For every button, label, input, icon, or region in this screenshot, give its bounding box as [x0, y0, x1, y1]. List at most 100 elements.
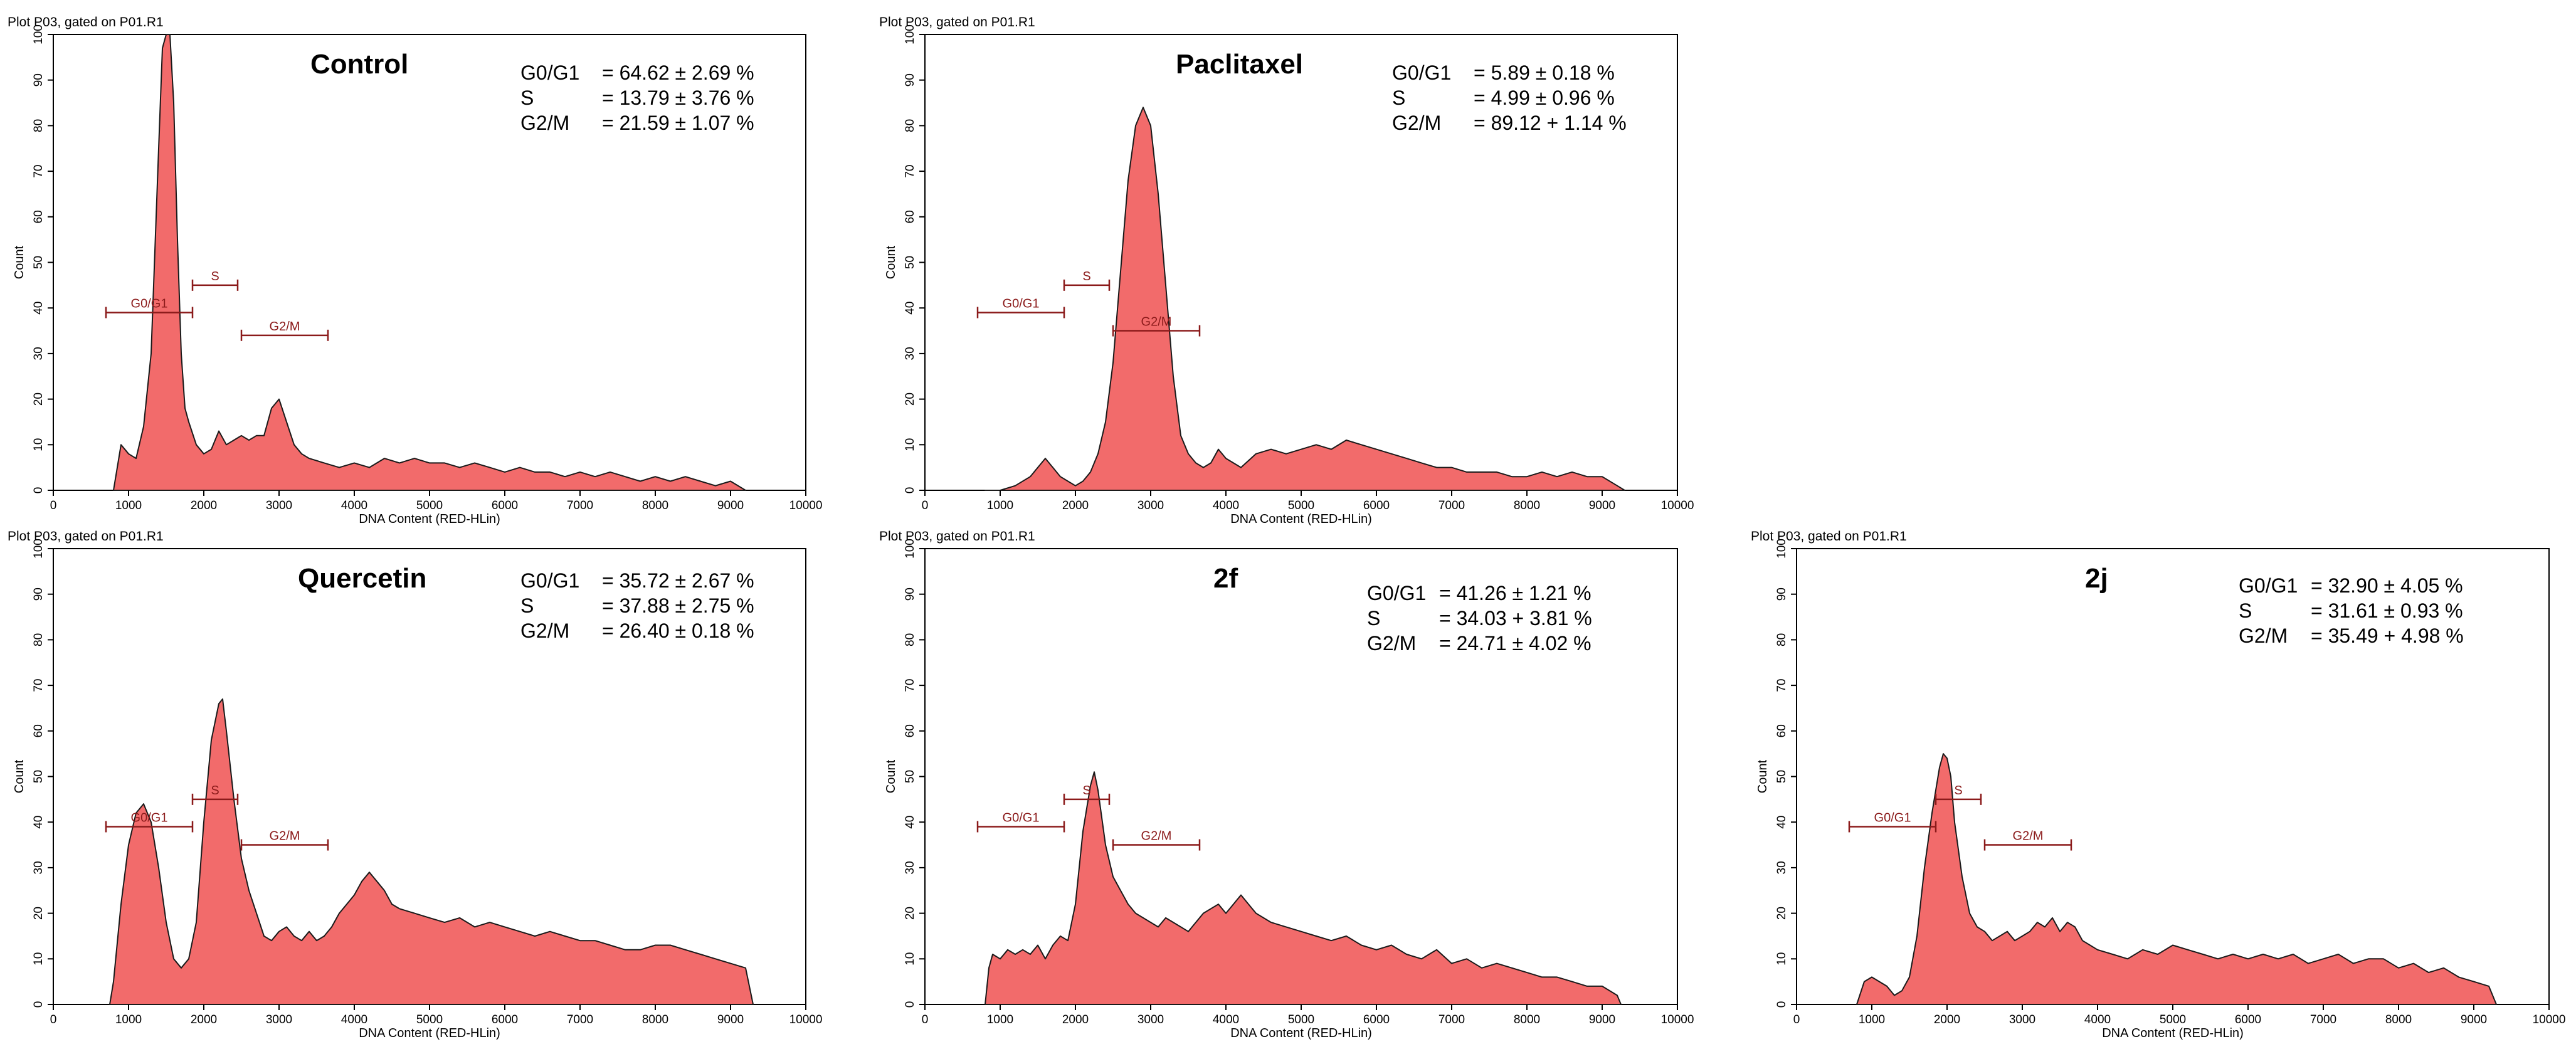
y-tick-label: 80 [904, 119, 917, 132]
y-tick-label: 20 [904, 392, 917, 406]
x-axis-label: DNA Content (RED-HLin) [1230, 1026, 1372, 1040]
gate-g0-g1: G0/G1 [976, 811, 1065, 833]
x-tick-label: 8000 [642, 499, 668, 512]
gate-label: G0/G1 [131, 811, 168, 824]
y-axis-label: Count [1756, 759, 1770, 793]
x-tick-label: 10000 [1661, 1013, 1694, 1026]
y-tick-label: 60 [32, 210, 45, 223]
gate-label: G2/M [270, 320, 300, 334]
y-tick-label: 10 [904, 438, 917, 451]
stat-value: = 35.49 + 4.98 % [2311, 624, 2464, 647]
y-tick-label: 60 [1775, 724, 1788, 737]
y-tick-label: 40 [904, 816, 917, 829]
y-axis-label: Count [884, 759, 898, 793]
plot-frame [924, 548, 1678, 1005]
y-tick-label: 40 [1775, 816, 1788, 829]
x-tick-label: 7000 [2310, 1013, 2336, 1026]
gate-s: S [191, 270, 239, 291]
x-tick-label: 6000 [492, 1013, 518, 1026]
x-tick-label: 1000 [987, 499, 1013, 512]
y-tick-label: 90 [1775, 587, 1788, 601]
x-tick-label: 5000 [2160, 1013, 2186, 1026]
y-tick-label: 90 [904, 587, 917, 601]
y-tick-label: 90 [904, 73, 917, 87]
y-tick-label: 20 [904, 907, 917, 920]
gate-label: S [1954, 784, 1962, 798]
y-tick-label: 90 [32, 73, 45, 87]
y-tick-label: 80 [1775, 633, 1788, 646]
histogram-panel-control: Plot P03, gated on P01.R1 0 1000 2000 3000 40… [0, 13, 822, 527]
gate-label: G2/M [2013, 830, 2044, 843]
y-tick-label: 100 [32, 24, 45, 45]
histogram-panel-quercetin: Plot P03, gated on P01.R1 0 1000 2000 3000 40… [0, 527, 822, 1041]
y-tick-label: 0 [1775, 1001, 1788, 1008]
y-axis-label: Count [13, 245, 26, 279]
gate-s: S [1063, 270, 1111, 291]
y-tick-label: 10 [904, 952, 917, 966]
stat-label: G2/M [2239, 624, 2288, 647]
stat-value: = 35.72 ± 2.67 % [602, 569, 754, 592]
gate-g0-g1: G0/G1 [105, 811, 194, 833]
sample-title: Control [310, 49, 408, 80]
histogram-chart: Plot P03, gated on P01.R10 1000 2000 3000 40… [879, 529, 1694, 1040]
x-axis-label: DNA Content (RED-HLin) [1230, 512, 1372, 526]
y-tick-label: 70 [904, 679, 917, 692]
stat-value: = 13.79 ± 3.76 % [602, 87, 754, 109]
y-tick-label: 70 [32, 165, 45, 178]
histogram-area [984, 107, 1625, 491]
gate-g2-m: G2/M [1112, 830, 1201, 851]
y-tick-label: 100 [1775, 539, 1788, 559]
stat-label: S [1392, 87, 1405, 109]
histogram-panel-paclitaxel: Plot P03, gated on P01.R1 0 1000 2000 3000 40… [872, 13, 1694, 527]
gate-g2-m: G2/M [1983, 830, 2072, 851]
stat-label: S [1367, 607, 1380, 629]
gate-label: G0/G1 [1003, 297, 1040, 310]
y-tick-label: 80 [32, 633, 45, 646]
x-tick-label: 7000 [1438, 1013, 1465, 1026]
y-tick-label: 0 [32, 1001, 45, 1008]
y-tick-label: 20 [1775, 907, 1788, 920]
y-tick-label: 70 [904, 165, 917, 178]
x-tick-label: 2000 [1934, 1013, 1960, 1026]
x-tick-label: 1000 [1859, 1013, 1885, 1026]
stat-value: = 34.03 + 3.81 % [1439, 607, 1592, 629]
x-tick-label: 1000 [115, 1013, 142, 1026]
y-tick-label: 60 [904, 210, 917, 223]
stat-label: S [520, 87, 534, 109]
stat-value: = 26.40 ± 0.18 % [602, 619, 754, 642]
x-axis-label: DNA Content (RED-HLin) [359, 512, 500, 526]
y-tick-label: 40 [32, 302, 45, 315]
x-tick-label: 3000 [266, 1013, 292, 1026]
x-tick-label: 9000 [717, 1013, 744, 1026]
histogram-chart: Plot P03, gated on P01.R10 1000 2000 3000 40… [8, 529, 822, 1040]
gate-label: S [1082, 270, 1090, 283]
x-tick-label: 2000 [191, 499, 217, 512]
x-tick-label: 7000 [567, 1013, 593, 1026]
y-tick-label: 50 [32, 256, 45, 269]
y-tick-label: 10 [1775, 952, 1788, 966]
y-tick-label: 50 [1775, 770, 1788, 783]
y-tick-label: 50 [32, 770, 45, 783]
gate-g0-g1: G0/G1 [105, 297, 194, 319]
x-tick-label: 8000 [1514, 499, 1540, 512]
y-tick-label: 40 [32, 816, 45, 829]
gate-s: S [1935, 784, 1982, 805]
x-tick-label: 10000 [2533, 1013, 2566, 1026]
y-tick-label: 80 [904, 633, 917, 646]
stat-value: = 4.99 ± 0.96 % [1474, 87, 1615, 109]
y-tick-label: 100 [32, 539, 45, 559]
x-tick-label: 4000 [341, 499, 367, 512]
x-tick-label: 6000 [1363, 1013, 1390, 1026]
stat-label: G0/G1 [1392, 61, 1451, 84]
stat-label: S [2239, 599, 2252, 622]
x-tick-label: 8000 [2385, 1013, 2412, 1026]
y-tick-label: 10 [32, 438, 45, 451]
x-axis-label: DNA Content (RED-HLin) [359, 1026, 500, 1040]
stat-label: G0/G1 [1367, 582, 1426, 604]
x-tick-label: 10000 [1661, 499, 1694, 512]
stat-value: = 37.88 ± 2.75 % [602, 594, 754, 617]
gate-g0-g1: G0/G1 [1848, 811, 1937, 833]
histogram-area [984, 771, 1622, 1005]
sample-title: Quercetin [298, 563, 426, 594]
gate-label: G0/G1 [131, 297, 168, 310]
